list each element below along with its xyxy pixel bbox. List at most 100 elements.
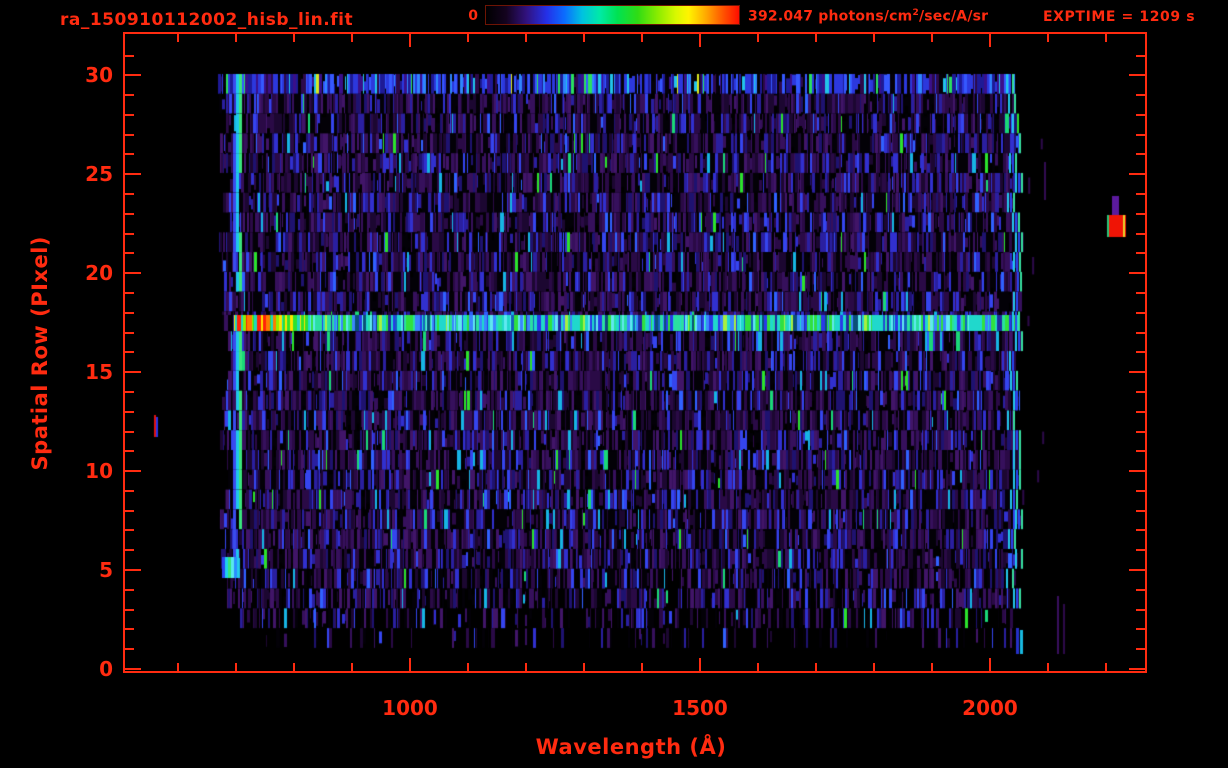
y-axis-tick-label: 30 xyxy=(85,63,113,88)
x-axis-tick xyxy=(583,34,585,42)
y-axis-tick xyxy=(1129,173,1145,176)
x-axis-tick xyxy=(699,658,701,671)
y-axis-tick xyxy=(1136,489,1145,492)
y-axis-tick xyxy=(125,668,141,670)
x-axis-tick xyxy=(177,34,179,42)
x-axis-tick xyxy=(409,34,411,47)
y-axis-tick xyxy=(125,628,134,631)
y-axis-tick xyxy=(125,529,134,532)
y-axis-tick xyxy=(1136,509,1145,512)
y-axis-tick-label: 25 xyxy=(85,162,113,187)
y-axis-tick xyxy=(1136,94,1145,97)
y-axis-title: Spatial Row (PIxel) xyxy=(28,235,52,471)
x-axis-tick xyxy=(467,663,469,671)
x-axis-tick xyxy=(467,34,469,42)
y-axis-tick xyxy=(1136,54,1145,57)
x-axis-tick xyxy=(931,663,933,671)
y-axis-tick xyxy=(125,212,134,215)
y-axis-tick xyxy=(125,94,134,97)
y-axis-title-wrap: Spatial Row (PIxel) xyxy=(26,228,54,478)
x-axis-tick xyxy=(699,34,701,47)
colorbar xyxy=(485,5,740,25)
x-axis-title: Wavelength (Å) xyxy=(535,735,727,759)
y-axis-tick xyxy=(125,569,141,572)
y-axis-tick xyxy=(125,489,134,492)
y-axis-tick-label: 20 xyxy=(85,261,113,286)
y-axis-tick xyxy=(125,549,134,552)
y-axis-tick xyxy=(1136,133,1145,136)
y-axis-tick xyxy=(125,311,134,314)
colorbar-gradient xyxy=(486,6,739,24)
y-axis-tick xyxy=(125,133,134,136)
y-axis-tick xyxy=(125,232,134,235)
y-axis-tick xyxy=(1136,351,1145,354)
x-axis-tick-label: 1000 xyxy=(382,696,438,720)
y-axis-tick xyxy=(125,430,134,433)
y-axis-tick xyxy=(125,74,141,77)
y-axis-tick xyxy=(1129,668,1145,670)
filename-title: ra_150910112002_hisb_lin.fit xyxy=(60,10,354,30)
y-axis-tick-label: 0 xyxy=(99,657,113,681)
y-axis-tick xyxy=(1136,628,1145,631)
y-axis-tick xyxy=(1136,311,1145,314)
y-axis-tick xyxy=(125,351,134,354)
x-axis-tick xyxy=(641,663,643,671)
y-axis-tick xyxy=(125,410,134,413)
x-axis-tick xyxy=(1047,34,1049,42)
y-axis-tick xyxy=(1136,608,1145,611)
x-axis-tick xyxy=(815,34,817,42)
y-axis-tick xyxy=(125,390,134,393)
y-axis-tick xyxy=(125,113,134,116)
colorbar-max-sup: 2 xyxy=(912,8,919,18)
x-axis-tick-label: 1500 xyxy=(672,696,728,720)
y-axis-tick xyxy=(125,648,134,651)
y-axis-tick xyxy=(125,54,134,57)
x-axis-tick xyxy=(815,663,817,671)
y-axis-tick xyxy=(1136,331,1145,334)
y-axis-tick xyxy=(1136,430,1145,433)
y-axis-tick xyxy=(125,608,134,611)
x-axis-tick xyxy=(177,663,179,671)
y-axis-tick xyxy=(1136,153,1145,156)
y-axis-tick xyxy=(125,470,141,473)
y-axis-tick xyxy=(125,588,134,591)
y-axis-tick xyxy=(1136,588,1145,591)
x-axis-tick xyxy=(1105,663,1107,671)
y-axis-tick xyxy=(1129,272,1145,275)
x-axis-tick xyxy=(873,663,875,671)
x-axis-tick xyxy=(757,34,759,42)
y-axis-tick xyxy=(125,272,141,275)
y-axis-tick xyxy=(1136,549,1145,552)
y-axis-tick xyxy=(1136,252,1145,255)
y-axis-tick xyxy=(1129,371,1145,374)
heatmap-canvas xyxy=(125,34,1145,671)
y-axis-tick-label: 5 xyxy=(99,558,113,583)
y-axis-tick xyxy=(1136,450,1145,453)
exptime-label: EXPTIME = 1209 s xyxy=(1043,9,1196,25)
colorbar-max-main: 392.047 photons/cm xyxy=(748,8,913,25)
x-axis-tick xyxy=(525,34,527,42)
x-axis-tick xyxy=(757,663,759,671)
y-axis-tick xyxy=(125,193,134,196)
y-axis-tick xyxy=(125,371,141,374)
x-axis-tick xyxy=(641,34,643,42)
y-axis-tick xyxy=(1129,470,1145,473)
y-axis-tick xyxy=(1136,529,1145,532)
y-axis-tick xyxy=(125,252,134,255)
x-axis-tick xyxy=(873,34,875,42)
y-axis-tick xyxy=(125,509,134,512)
y-axis-tick xyxy=(1136,193,1145,196)
y-axis-tick xyxy=(1136,113,1145,116)
x-axis-tick xyxy=(235,34,237,42)
x-axis-tick xyxy=(351,663,353,671)
plot-frame xyxy=(123,32,1147,673)
y-axis-tick xyxy=(125,173,141,176)
x-axis-tick xyxy=(989,34,991,47)
y-axis-tick xyxy=(1136,648,1145,651)
y-axis-tick xyxy=(125,291,134,294)
x-axis-tick xyxy=(235,663,237,671)
y-axis-tick xyxy=(1129,569,1145,572)
y-axis-tick xyxy=(1136,410,1145,413)
colorbar-min-label: 0 xyxy=(468,8,478,24)
y-axis-tick xyxy=(1129,74,1145,77)
